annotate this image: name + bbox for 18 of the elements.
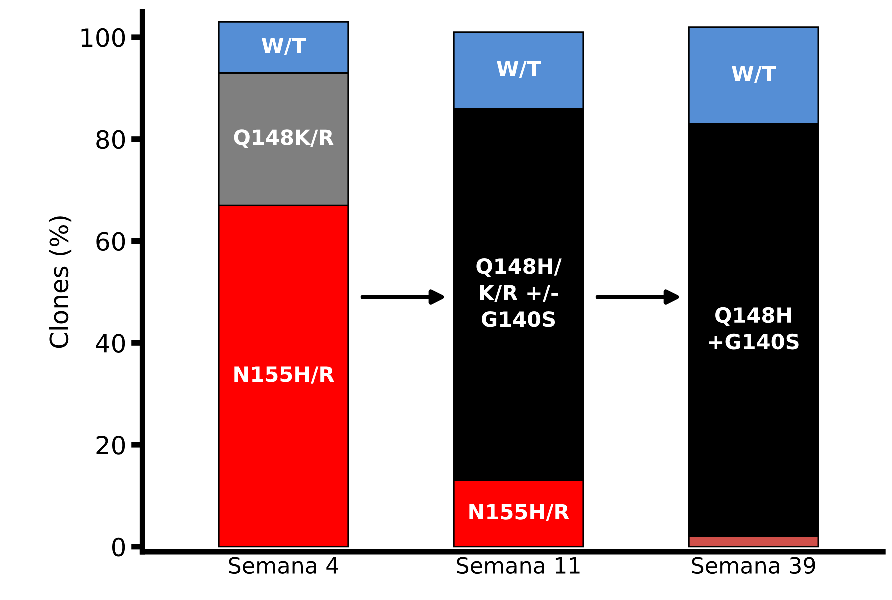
- y-tick-label: 60: [96, 232, 126, 252]
- data-label: W/T: [262, 38, 306, 56]
- data-label: Q148K/R: [234, 130, 334, 148]
- x-tick-label: Semana 11: [457, 557, 580, 574]
- y-tick-label: 20: [96, 436, 126, 455]
- x-tick-label: Semana 4: [229, 557, 338, 574]
- data-label: Q148H/ K/R +/- G140S: [476, 258, 562, 328]
- y-tick-label: 80: [96, 130, 126, 150]
- data-label: Q148H +G140S: [709, 307, 799, 350]
- x-tick-label: Semana 39: [692, 557, 816, 574]
- data-label: W/T: [496, 61, 542, 78]
- data-label: W/T: [732, 66, 776, 84]
- y-tick-label: 0: [112, 538, 126, 557]
- y-tick-label: 100: [82, 28, 126, 48]
- y-tick-label: 40: [96, 334, 126, 353]
- data-label: N155H/R: [470, 504, 570, 522]
- y-axis-title: Clones (%): [49, 216, 72, 348]
- data-label: N155H/R: [234, 366, 334, 384]
